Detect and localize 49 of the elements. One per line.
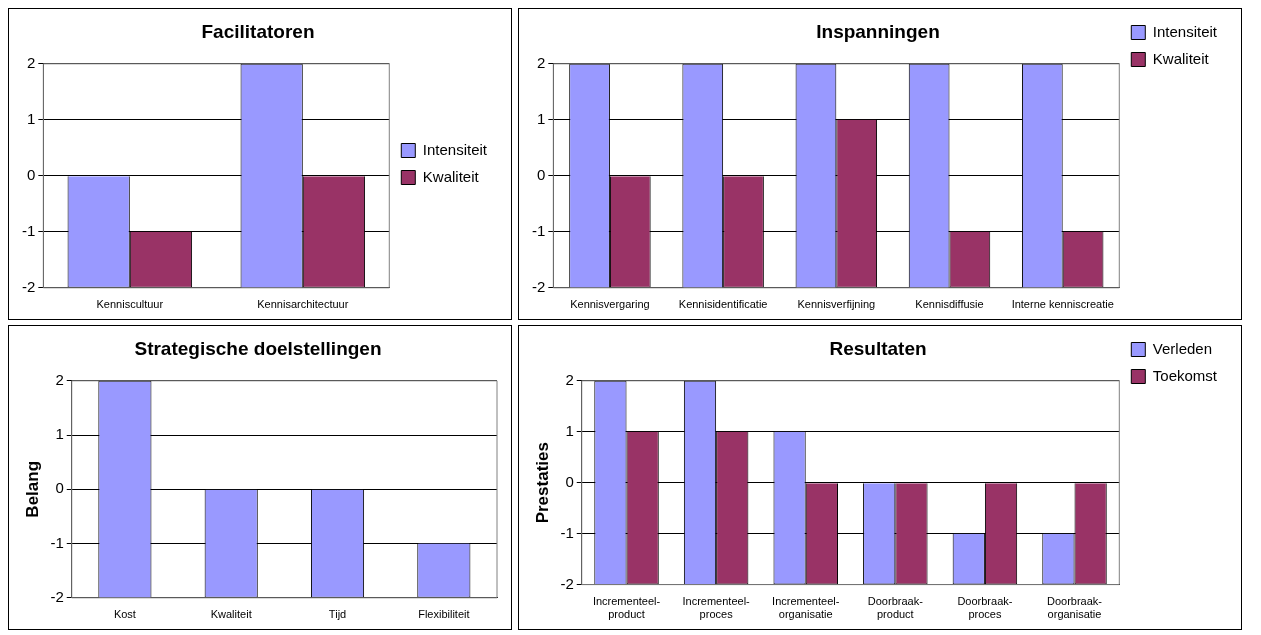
y-tick-label: 2: [565, 370, 574, 388]
chart-title: Resultaten: [829, 337, 927, 359]
x-tick-label: Incrementeel-product: [592, 595, 661, 621]
y-tick-label: 2: [55, 370, 64, 388]
legend-label: Kwaliteit: [422, 167, 480, 185]
x-tick-label: Interne kenniscreatie: [1011, 298, 1114, 311]
y-axis-title: Belang: [22, 460, 42, 518]
y-tick-label: 1: [565, 421, 574, 439]
y-tick-label: 2: [536, 53, 546, 71]
x-tick-label: Incrementeel-proces: [682, 595, 751, 621]
x-tick-label: Incrementeel-organisatie: [772, 595, 840, 621]
chart-title: Inspanningen: [816, 20, 940, 42]
y-tick-label: -1: [560, 523, 574, 541]
y-tick-label: 1: [55, 425, 64, 443]
y-tick-label: 0: [55, 479, 64, 497]
x-tick-label: Kennisarchitectuur: [257, 298, 349, 311]
x-tick-label: Kenniscultuur: [96, 298, 164, 311]
y-tick-label: -1: [50, 533, 64, 551]
legend-label: Verleden: [1152, 339, 1213, 357]
x-tick-label: Doorbraak-product: [867, 595, 924, 621]
x-tick-label: Tijd: [328, 608, 347, 621]
x-tick-label: Kennisvergaring: [570, 298, 650, 311]
y-tick-label: -2: [50, 587, 64, 605]
x-tick-label: Kennisidentificatie: [678, 298, 768, 311]
y-tick-label: 1: [26, 109, 36, 127]
legend-label: Kwaliteit: [1152, 49, 1210, 67]
y-axis-title: Prestaties: [532, 442, 552, 524]
x-tick-label: Doorbraak-organisatie: [1047, 595, 1103, 621]
x-tick-label: Doorbraak-proces: [957, 595, 1013, 621]
x-tick-label: Kennisverfijning: [797, 298, 876, 311]
y-tick-label: -1: [531, 221, 546, 239]
legend-label: Intensiteit: [422, 140, 488, 158]
y-tick-label: -2: [560, 574, 574, 592]
x-tick-label: Kennisdiffusie: [915, 298, 984, 311]
legend-label: Toekomst: [1152, 366, 1218, 384]
chart-title: Strategische doelstellingen: [134, 337, 382, 359]
x-tick-label: Kost: [113, 608, 136, 621]
y-tick-label: 0: [536, 165, 546, 183]
chart-title: Facilitatoren: [201, 20, 315, 42]
y-tick-label: 0: [26, 165, 36, 183]
x-tick-label: Kwaliteit: [210, 608, 252, 621]
y-tick-label: 2: [26, 53, 36, 71]
y-tick-label: -2: [21, 277, 36, 295]
legend-label: Intensiteit: [1152, 22, 1218, 40]
x-tick-label: Flexibiliteit: [418, 608, 470, 621]
y-tick-label: -1: [21, 221, 36, 239]
y-tick-label: -2: [531, 277, 546, 295]
y-tick-label: 1: [536, 109, 546, 127]
y-tick-label: 0: [565, 472, 574, 490]
